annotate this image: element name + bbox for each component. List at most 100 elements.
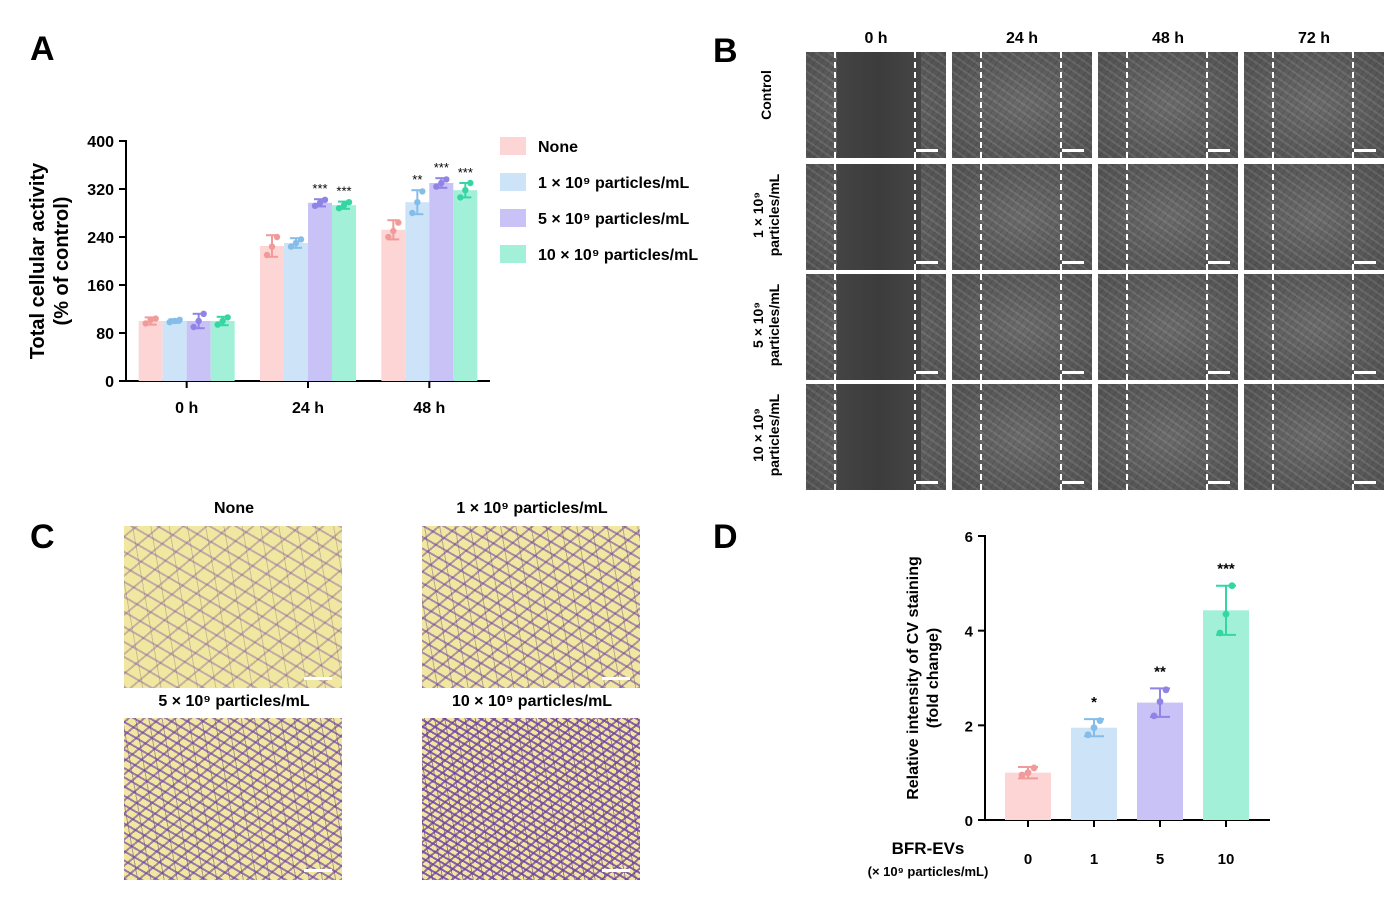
x-tick-label: 0 <box>1024 851 1032 868</box>
data-point <box>438 179 445 187</box>
data-point <box>142 320 149 327</box>
data-point <box>409 209 416 217</box>
time-column-header: 72 h <box>1297 30 1330 47</box>
wound-micrograph <box>952 164 1092 270</box>
data-point <box>321 196 329 203</box>
x-tick-label: 0 h <box>175 400 198 417</box>
y-label-line2: (% of control) <box>51 197 73 326</box>
wound-micrograph <box>1244 384 1384 490</box>
wound-micrograph <box>1244 52 1384 158</box>
y-tick-label: 160 <box>87 278 114 295</box>
data-point <box>457 194 464 201</box>
scale-bar <box>916 149 938 152</box>
wound-edge-line <box>1060 274 1062 380</box>
data-point <box>166 319 173 326</box>
wound-edge-line <box>1272 52 1274 158</box>
wound-micrograph <box>806 274 946 380</box>
scale-bar <box>1062 371 1084 374</box>
scale-bar <box>1354 481 1376 484</box>
treatment-row-label: Control <box>758 25 774 165</box>
data-point <box>1216 629 1224 637</box>
bar <box>138 321 163 381</box>
data-point <box>414 199 421 206</box>
data-point <box>1156 698 1164 706</box>
wound-edge-line <box>1352 384 1354 490</box>
bar <box>210 321 235 381</box>
bar <box>1071 727 1117 820</box>
x-label-line2: (× 10⁹ particles/mL) <box>868 864 989 879</box>
scale-bar <box>304 869 332 872</box>
bar <box>332 205 356 381</box>
y-axis-label: Total cellular activity (% of control) <box>27 162 73 359</box>
data-point <box>292 239 300 247</box>
wound-edge-line <box>914 164 916 270</box>
data-point <box>345 199 353 206</box>
bar <box>1005 772 1051 820</box>
data-point <box>340 202 348 209</box>
wound-edge-line <box>1206 164 1208 270</box>
wound-edge-line <box>914 274 916 380</box>
wound-micrograph <box>952 384 1092 490</box>
wound-edge-line <box>834 164 836 270</box>
data-point <box>316 199 324 206</box>
data-point <box>195 317 202 325</box>
y-axis-label: Relative intensity of CV staining (fold c… <box>905 556 942 800</box>
wound-edge-line <box>834 384 836 490</box>
wound-edge-line <box>1352 164 1354 270</box>
wound-edge-line <box>914 384 916 490</box>
wound-edge-line <box>1060 52 1062 158</box>
legend-label: 10 × 10⁹ particles/mL <box>538 247 698 264</box>
data-point <box>395 219 402 226</box>
crystal-violet-image <box>124 718 342 880</box>
x-tick-label: 24 h <box>292 400 324 417</box>
x-tick-label: 48 h <box>413 400 445 417</box>
wound-micrograph <box>1244 274 1384 380</box>
row-label-line1: Control <box>758 70 774 120</box>
data-point <box>1222 610 1230 618</box>
scale-bar <box>1208 149 1230 152</box>
bar <box>381 229 406 381</box>
wound-edge-line <box>1272 164 1274 270</box>
y-label-line2: (fold change) <box>925 628 942 728</box>
significance-label: *** <box>458 165 473 180</box>
scale-bar <box>1354 371 1376 374</box>
wound-edge-line <box>1060 164 1062 270</box>
significance-label: *** <box>312 181 327 196</box>
scale-bar <box>1062 149 1084 152</box>
wound-edge-line <box>1206 384 1208 490</box>
y-tick-label: 400 <box>87 134 114 151</box>
x-label-line1: BFR-EVs <box>892 839 965 858</box>
significance-label: *** <box>336 184 351 199</box>
bar <box>162 321 187 381</box>
wound-edge-line <box>1206 52 1208 158</box>
significance-label: ** <box>412 172 422 187</box>
legend-label: 5 × 10⁹ particles/mL <box>538 211 689 228</box>
data-point <box>297 236 305 243</box>
time-column-header: 48 h <box>1151 30 1184 47</box>
crystal-violet-image <box>124 526 342 688</box>
significance-label: * <box>1091 694 1097 711</box>
y-tick-label: 240 <box>87 230 114 247</box>
data-point <box>1090 724 1098 732</box>
legend-swatch <box>500 173 526 191</box>
data-point <box>462 187 469 194</box>
panel-letter-b: B <box>713 32 738 70</box>
x-tick-label: 1 <box>1090 851 1098 868</box>
time-column-header: 24 h <box>1005 30 1038 47</box>
crystal-violet-image <box>422 718 640 880</box>
scale-bar <box>1208 481 1230 484</box>
wound-micrograph <box>1098 164 1238 270</box>
wound-edge-line <box>1126 274 1128 380</box>
scale-bar <box>602 677 630 680</box>
data-point <box>147 316 154 323</box>
bar <box>453 190 478 381</box>
significance-label: ** <box>1154 663 1166 680</box>
data-point <box>390 227 397 235</box>
bar <box>1203 610 1249 820</box>
scale-bar <box>916 371 938 374</box>
wound-edge-line <box>834 274 836 380</box>
wound-edge-line <box>980 274 982 380</box>
scale-bar <box>916 261 938 264</box>
wound-edge-line <box>834 52 836 158</box>
data-point <box>385 233 392 241</box>
